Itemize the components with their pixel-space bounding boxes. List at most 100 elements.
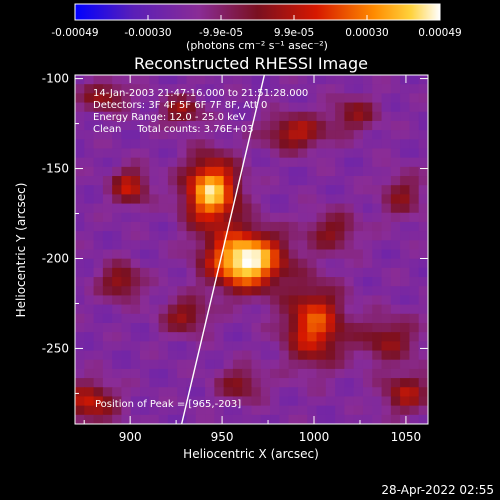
heatmap-cell xyxy=(167,267,178,278)
heatmap-cell xyxy=(242,249,253,260)
heatmap-cell xyxy=(140,203,150,214)
heatmap-cell xyxy=(390,249,401,260)
heatmap-cell xyxy=(279,414,290,424)
heatmap-cell xyxy=(223,286,234,297)
heatmap-cell xyxy=(214,203,225,214)
heatmap-cell xyxy=(400,194,411,205)
heatmap-cell xyxy=(167,102,178,113)
heatmap-cell xyxy=(279,148,290,159)
heatmap-cell xyxy=(288,111,299,122)
heatmap-cell xyxy=(140,267,150,278)
heatmap-cell xyxy=(158,332,169,342)
heatmap-cell xyxy=(288,194,299,205)
heatmap-cell xyxy=(186,286,197,297)
heatmap-cell xyxy=(409,359,420,370)
heatmap-cell xyxy=(344,203,355,214)
heatmap-cell xyxy=(158,221,169,232)
heatmap-cell xyxy=(335,240,345,251)
heatmap-cell xyxy=(214,176,225,186)
heatmap-cell xyxy=(205,332,215,342)
heatmap-cell xyxy=(158,249,169,260)
heatmap-cell xyxy=(214,414,225,424)
heatmap-cell xyxy=(307,405,318,416)
heatmap-cell xyxy=(335,203,345,214)
heatmap-cell xyxy=(400,84,411,94)
heatmap-cell xyxy=(195,221,206,232)
heatmap-cell xyxy=(381,130,392,140)
heatmap-cell xyxy=(251,185,262,195)
heatmap-cell xyxy=(223,396,234,407)
heatmap-cell xyxy=(288,258,299,269)
heatmap-cell xyxy=(325,258,336,269)
heatmap-cell xyxy=(307,130,318,140)
heatmap-cell xyxy=(214,84,225,94)
heatmap-cell xyxy=(353,267,364,278)
heatmap-cell xyxy=(381,249,392,260)
heatmap-cell xyxy=(112,240,123,251)
heatmap-cell xyxy=(279,120,290,131)
heatmap-cell xyxy=(195,414,206,424)
heatmap-cell xyxy=(158,304,169,315)
heatmap-cell xyxy=(270,277,280,287)
heatmap-cell xyxy=(335,387,345,398)
heatmap-cell xyxy=(84,194,95,205)
heatmap-cell xyxy=(325,130,336,140)
heatmap-cell xyxy=(232,176,243,186)
heatmap-cell xyxy=(75,194,85,205)
heatmap-cell xyxy=(223,322,234,333)
heatmap-cell xyxy=(344,286,355,297)
heatmap-cell xyxy=(205,322,215,333)
heatmap-cell xyxy=(297,267,308,278)
heatmap-cell xyxy=(149,322,160,333)
heatmap-cell xyxy=(130,157,141,168)
heatmap-cell xyxy=(288,84,299,94)
heatmap-cell xyxy=(297,405,308,416)
heatmap-cell xyxy=(149,203,160,214)
heatmap-cell xyxy=(140,277,150,287)
heatmap-cell xyxy=(93,304,104,315)
heatmap-cell xyxy=(121,111,132,122)
heatmap-cell xyxy=(149,194,160,205)
heatmap-cell xyxy=(121,130,132,140)
heatmap-cell xyxy=(325,176,336,186)
heatmap-cell xyxy=(149,341,160,352)
heatmap-cell xyxy=(418,93,428,104)
heatmap-cell xyxy=(205,378,215,388)
colorbar-unit-label: (photons cm⁻² s⁻¹ asec⁻²) xyxy=(186,39,328,52)
heatmap-cell xyxy=(223,111,234,122)
heatmap-cell xyxy=(195,84,206,94)
heatmap-cell xyxy=(195,258,206,269)
heatmap-cell xyxy=(158,240,169,251)
heatmap-cell xyxy=(195,139,206,150)
heatmap-cell xyxy=(205,221,215,232)
heatmap-cell xyxy=(251,277,262,287)
heatmap-cell xyxy=(270,221,280,232)
annotation-total-counts: Clean Total counts: 3.76E+03 xyxy=(93,124,253,135)
heatmap-cell xyxy=(130,295,141,306)
colorbar xyxy=(74,3,441,21)
heatmap-cell xyxy=(390,185,401,195)
heatmap-cell xyxy=(75,221,85,232)
heatmap-cell xyxy=(223,295,234,306)
heatmap-cell xyxy=(335,157,345,168)
heatmap-cell xyxy=(279,304,290,315)
heatmap-cell xyxy=(316,130,327,140)
heatmap-cell xyxy=(149,166,160,177)
heatmap-cell xyxy=(75,277,85,287)
heatmap-cell xyxy=(372,341,383,352)
heatmap-cell xyxy=(177,194,188,205)
heatmap-cell xyxy=(93,176,104,186)
heatmap-cell xyxy=(205,341,215,352)
heatmap-cell xyxy=(232,304,243,315)
heatmap-cell xyxy=(121,368,132,379)
heatmap-cell xyxy=(400,185,411,195)
heatmap-cell xyxy=(307,166,318,177)
heatmap-cell xyxy=(344,258,355,269)
heatmap-cell xyxy=(195,359,206,370)
heatmap-cell xyxy=(205,359,215,370)
heatmap-cell xyxy=(316,405,327,416)
heatmap-cell xyxy=(325,93,336,104)
heatmap-cell xyxy=(205,185,215,195)
heatmap-cell xyxy=(75,93,85,104)
heatmap-cell xyxy=(205,148,215,159)
